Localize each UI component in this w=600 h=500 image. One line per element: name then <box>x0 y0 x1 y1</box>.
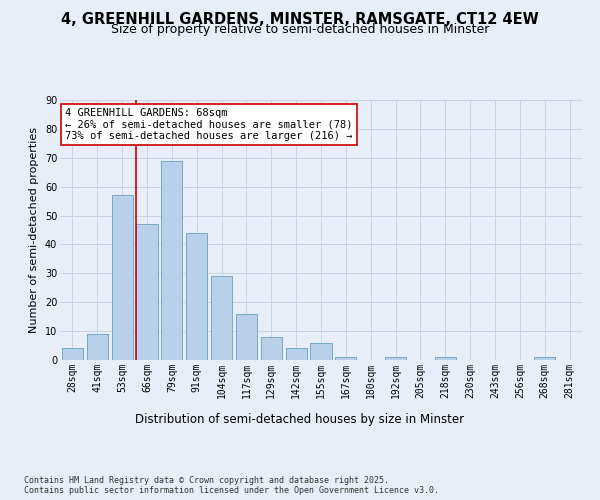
Y-axis label: Number of semi-detached properties: Number of semi-detached properties <box>29 127 39 333</box>
Bar <box>112 196 133 360</box>
Bar <box>534 357 555 360</box>
Bar <box>87 334 108 360</box>
Bar <box>261 337 282 360</box>
Bar <box>186 233 207 360</box>
Text: Contains HM Land Registry data © Crown copyright and database right 2025.
Contai: Contains HM Land Registry data © Crown c… <box>24 476 439 495</box>
Bar <box>385 357 406 360</box>
Bar <box>161 160 182 360</box>
Text: Size of property relative to semi-detached houses in Minster: Size of property relative to semi-detach… <box>111 22 489 36</box>
Bar <box>236 314 257 360</box>
Bar <box>211 276 232 360</box>
Bar <box>62 348 83 360</box>
Text: 4, GREENHILL GARDENS, MINSTER, RAMSGATE, CT12 4EW: 4, GREENHILL GARDENS, MINSTER, RAMSGATE,… <box>61 12 539 28</box>
Text: Distribution of semi-detached houses by size in Minster: Distribution of semi-detached houses by … <box>136 412 464 426</box>
Bar <box>310 342 332 360</box>
Bar <box>286 348 307 360</box>
Text: 4 GREENHILL GARDENS: 68sqm
← 26% of semi-detached houses are smaller (78)
73% of: 4 GREENHILL GARDENS: 68sqm ← 26% of semi… <box>65 108 353 141</box>
Bar <box>136 224 158 360</box>
Bar <box>335 357 356 360</box>
Bar <box>435 357 456 360</box>
